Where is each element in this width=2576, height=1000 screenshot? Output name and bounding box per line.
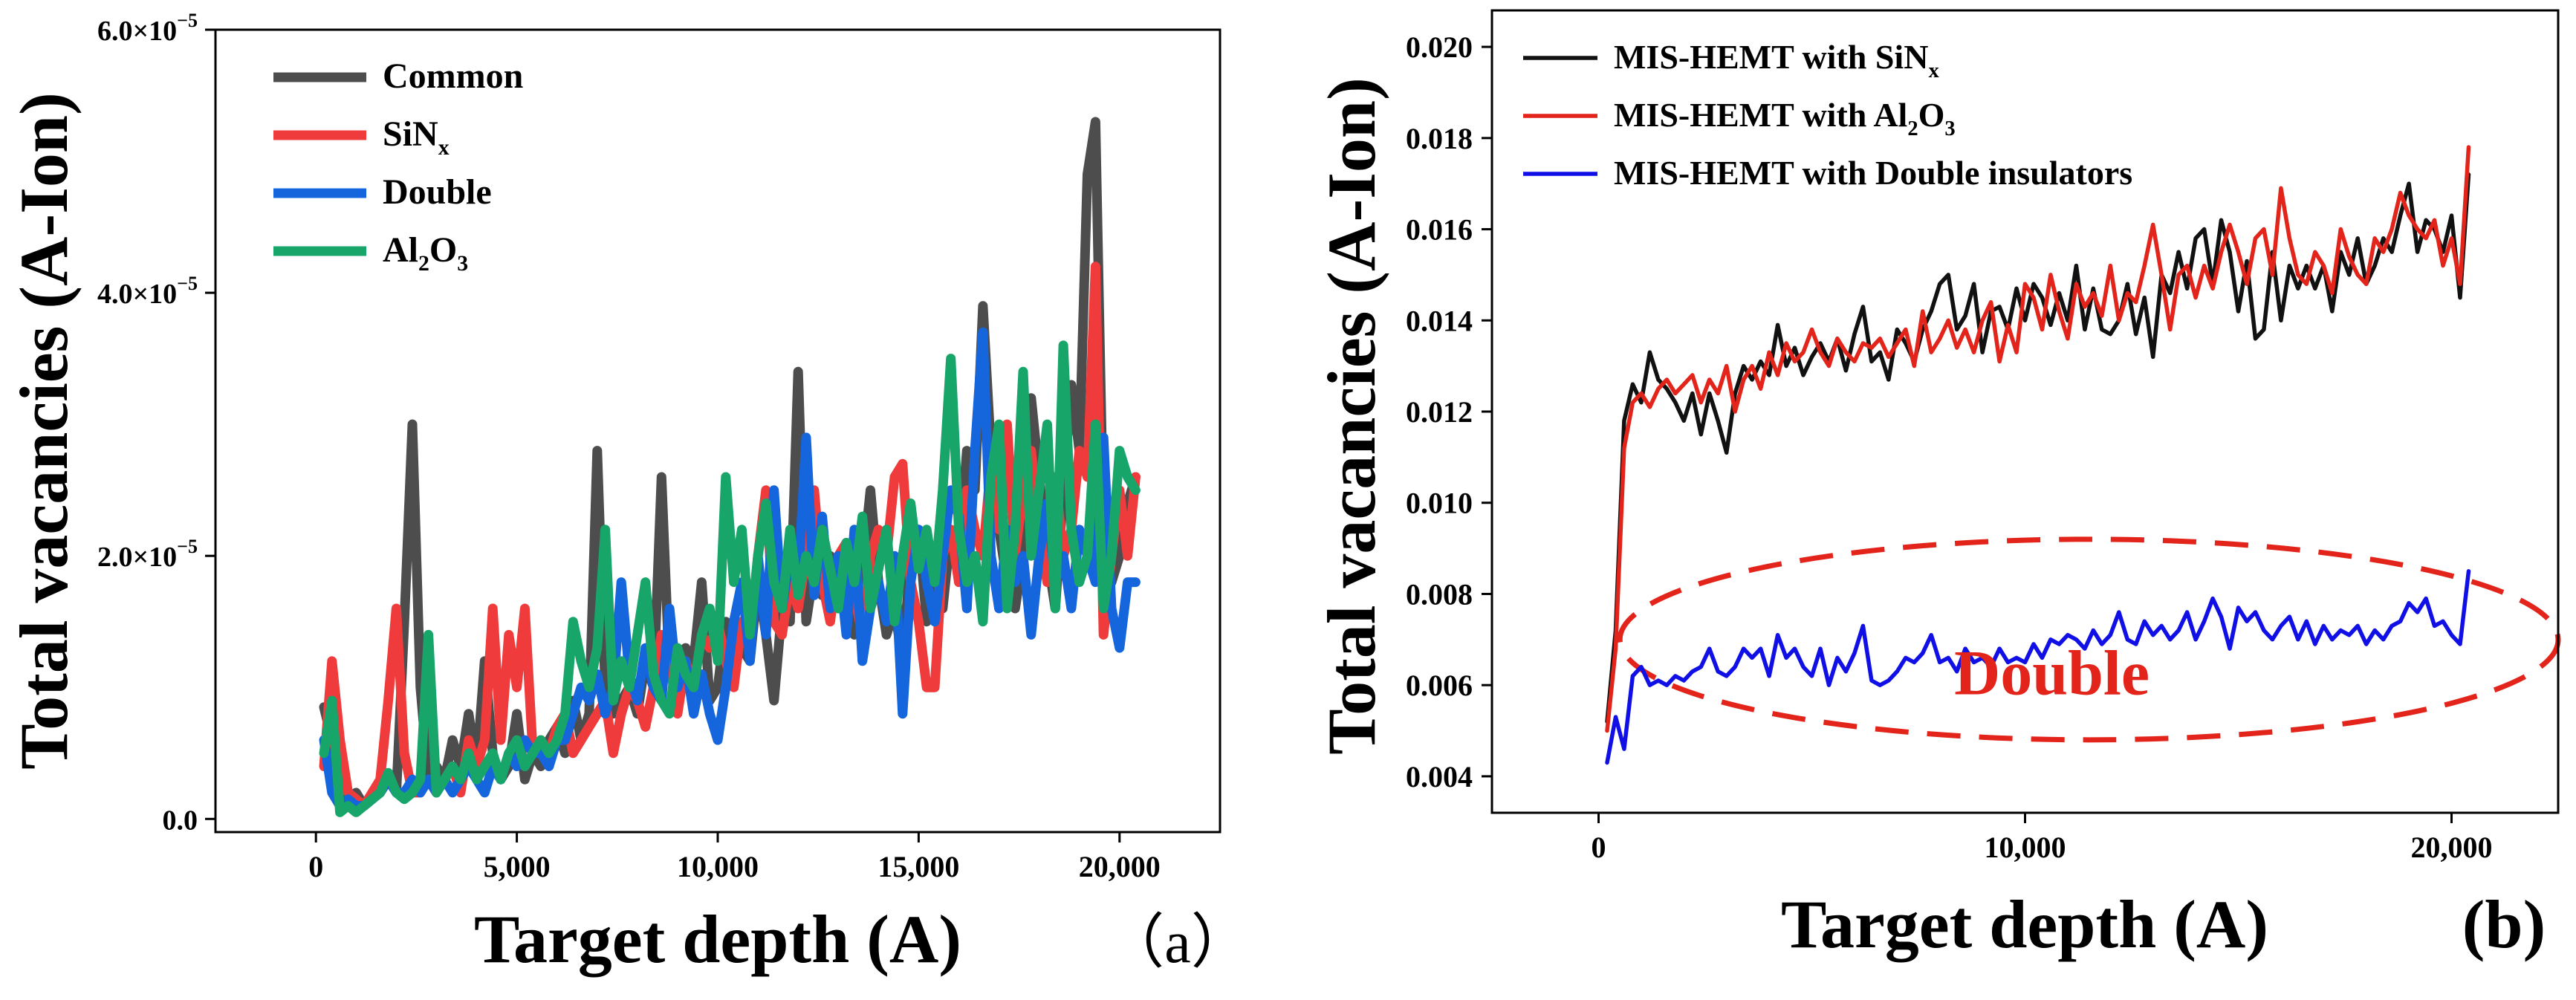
figure-root: 0 5,000 10,000 15,000 20,000 0.0 2.0×10−5 4.0×… — [0, 0, 2576, 996]
panel-b-y-tick-label: 0.018 — [1406, 122, 1473, 155]
panel-b-y-tick-label: 0.006 — [1406, 669, 1473, 702]
panel-b-x-tick-label: 10,000 — [1985, 831, 2066, 864]
panel-a-x-tick-label: 10,000 — [677, 850, 759, 883]
panel-b-y-tick-label: 0.004 — [1406, 760, 1473, 793]
panel-b-double-annotation: Double — [1954, 637, 2150, 708]
panel-b-legend-label-mis-hemt-with-double-insulators: MIS-HEMT with Double insulators — [1614, 154, 2132, 192]
panel-b-y-tick-label: 0.010 — [1406, 487, 1473, 520]
panel-a-x-tick-label: 20,000 — [1079, 850, 1161, 883]
panel-a-x-tick-label: 0 — [308, 850, 323, 883]
panel-b-y-tick-label: 0.020 — [1406, 30, 1473, 64]
panel-b-x-axis-label: Target depth (A) — [1781, 886, 2268, 962]
panel-a-label: （a） — [1105, 910, 1250, 975]
panel-a-x-axis-label: Target depth (A) — [474, 901, 961, 977]
panel-a-y-axis-label: Total vacancies (A-Ion) — [6, 92, 82, 769]
panel-a-legend-label-common: Common — [383, 56, 523, 96]
panel-b-y-tick-label: 0.016 — [1406, 213, 1473, 247]
panel-b-y-tick-label: 0.008 — [1406, 577, 1473, 611]
panel-a-y-tick-label: 0.0 — [163, 805, 198, 836]
figure-canvas: 0 5,000 10,000 15,000 20,000 0.02.0×10−54.0×… — [0, 0, 2576, 996]
panel-b-y-tick-label: 0.012 — [1406, 395, 1473, 429]
panel-b-x-tick-label: 20,000 — [2411, 831, 2493, 864]
panel-b-y-tick-label: 0.014 — [1406, 304, 1473, 337]
panel-b-y-axis-label: Total vacancies (A-Ion) — [1314, 77, 1389, 754]
panel-a-x-tick-label: 15,000 — [877, 850, 959, 883]
panel-a-x-tick-label: 5,000 — [484, 850, 551, 883]
panel-a-legend-label-double: Double — [383, 172, 492, 212]
panel-b-x-tick-label: 0 — [1592, 831, 1606, 864]
panel-b-label: (b) — [2462, 886, 2546, 962]
